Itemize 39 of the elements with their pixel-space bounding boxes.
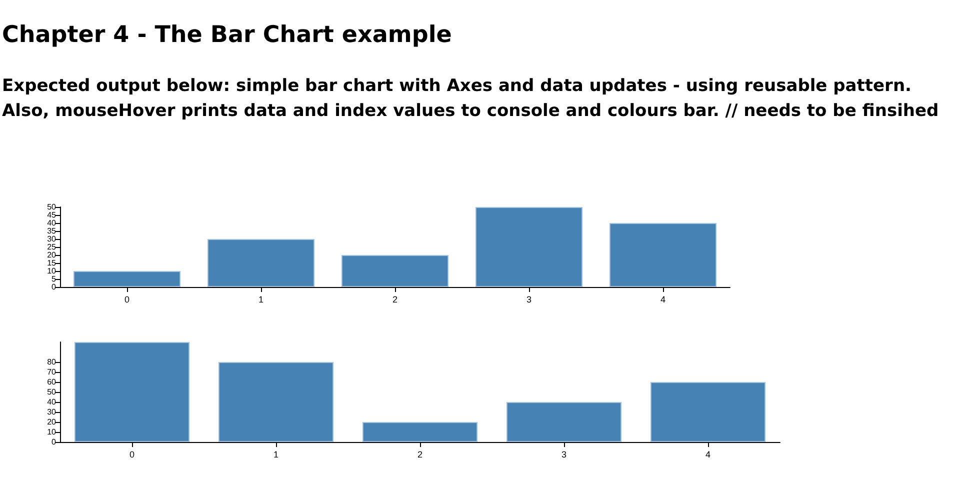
x-tick-label: 2 [392, 294, 398, 304]
y-tick-label: 30 [47, 408, 57, 416]
y-tick-label: 20 [47, 418, 57, 426]
x-tick-label: 3 [561, 450, 567, 460]
x-tick-label: 4 [660, 294, 666, 304]
chart-subtitle: Expected output below: simple bar chart with Axes and data updates - using reusable pattern. Also, mouseHover prints data and index values to console and colours bar. // needs to be finsihed [2, 75, 940, 123]
y-tick-label: 35 [47, 226, 57, 236]
x-tick-label: 0 [129, 450, 135, 460]
x-tick-label: 3 [526, 294, 532, 304]
y-tick-label: 40 [47, 218, 57, 228]
bar [74, 342, 190, 442]
x-tick-label: 1 [258, 294, 264, 304]
y-tick-label: 60 [47, 378, 57, 386]
y-tick-label: 25 [47, 242, 57, 252]
bar [650, 382, 766, 442]
x-tick-label: 1 [273, 450, 279, 460]
bar [73, 271, 181, 287]
bar [609, 223, 717, 287]
y-tick-label: 15 [47, 258, 57, 268]
bar [341, 255, 449, 287]
y-tick-label: 50 [47, 202, 57, 212]
y-tick-label: 10 [47, 266, 57, 276]
bar [506, 402, 622, 442]
y-tick-label: 40 [47, 398, 57, 406]
bar [207, 239, 315, 287]
y-tick-label: 70 [47, 368, 57, 376]
x-tick-label: 2 [417, 450, 423, 460]
x-tick-label: 4 [705, 450, 711, 460]
bar [362, 422, 478, 442]
y-tick-label: 10 [47, 428, 57, 436]
y-tick-label: 20 [47, 250, 57, 260]
bar [218, 362, 334, 442]
y-tick-label: 45 [47, 210, 57, 220]
y-tick-label: 50 [47, 388, 57, 396]
y-tick-label: 30 [47, 234, 57, 244]
x-tick-label: 0 [124, 294, 130, 304]
y-tick-label: 80 [47, 358, 57, 366]
bar [475, 207, 583, 287]
chart-title: Chapter 4 - The Bar Chart example [2, 22, 452, 48]
